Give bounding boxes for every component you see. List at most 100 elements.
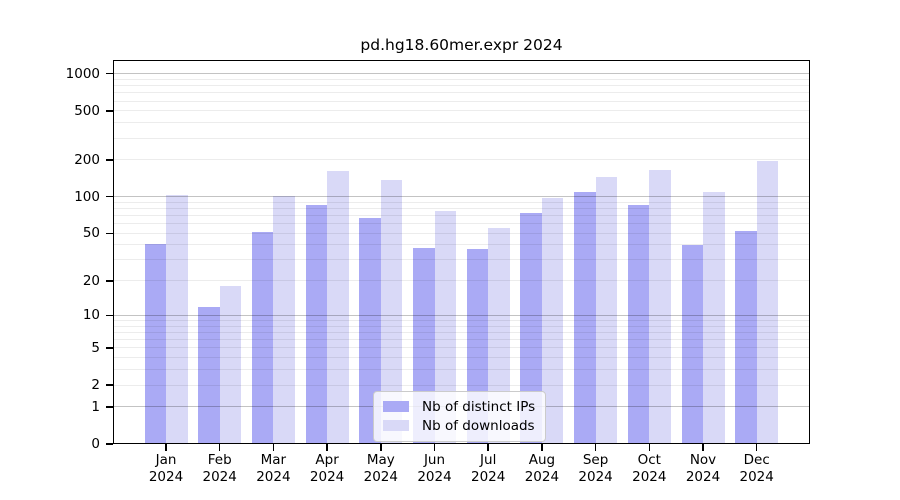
x-tick-label-month: Nov — [689, 452, 717, 468]
gridline-minor — [113, 92, 810, 94]
gridline-minor — [113, 85, 810, 87]
x-tick — [165, 444, 167, 451]
bar-downloads-jun — [434, 211, 456, 444]
x-tick — [218, 444, 221, 451]
x-tick-label-year: 2024 — [363, 468, 398, 485]
x-tick — [326, 444, 328, 451]
x-tick — [433, 444, 436, 451]
x-tick — [648, 444, 651, 451]
x-tick-label-year: 2024 — [417, 468, 452, 485]
bar-distinct-ips-feb — [198, 306, 220, 444]
legend-swatch-distinct-ips — [383, 401, 409, 412]
gridline-major — [113, 314, 810, 316]
x-tick-label-year: 2024 — [309, 468, 345, 485]
x-tick — [755, 444, 758, 451]
x-tick — [487, 444, 489, 451]
bar-distinct-ips-oct — [627, 204, 650, 444]
x-tick — [272, 444, 275, 451]
bar-downloads-mar — [273, 196, 295, 444]
x-tick-label: Apr 2024 — [299, 452, 355, 485]
x-tick-label-month: Oct — [637, 452, 661, 468]
bar-distinct-ips-apr — [305, 204, 328, 444]
gridline-minor — [113, 122, 810, 124]
x-tick-label: Feb 2024 — [192, 452, 248, 485]
bar-distinct-ips-nov — [681, 244, 703, 444]
y-tick-label: 1000 — [65, 65, 100, 82]
gridline-minor — [113, 320, 810, 322]
x-tick — [541, 444, 543, 451]
x-tick — [702, 444, 704, 451]
x-tick-label-month: Aug — [528, 452, 556, 468]
y-tick — [106, 159, 113, 161]
gridline-minor — [113, 159, 810, 161]
bar-downloads-aug — [541, 198, 564, 444]
y-tick-label: 2 — [91, 377, 100, 394]
bar-downloads-jul — [488, 228, 510, 444]
legend-item-distinct-ips: Nb of distinct IPs — [383, 397, 535, 416]
bar-downloads-dec — [756, 160, 779, 444]
x-tick — [380, 444, 382, 451]
y-tick-label: 50 — [82, 225, 100, 242]
y-tick-label: 5 — [91, 339, 100, 356]
x-tick-label-month: Jan — [155, 452, 177, 468]
gridline-minor — [113, 137, 810, 139]
x-tick-label: Sep 2024 — [568, 452, 624, 485]
gridline-major — [113, 196, 810, 198]
gridline-minor — [113, 259, 810, 261]
x-tick-label: May 2024 — [353, 452, 409, 485]
x-tick-label-year: 2024 — [578, 468, 613, 485]
x-tick-label-month: May — [366, 452, 395, 468]
chart-title: pd.hg18.60mer.expr 2024 — [360, 36, 563, 54]
gridline-minor — [113, 223, 810, 225]
gridline-minor — [113, 232, 810, 234]
legend: Nb of distinct IPs Nb of downloads — [373, 391, 547, 442]
legend-item-downloads: Nb of downloads — [383, 416, 535, 435]
y-tick-label: 200 — [74, 151, 100, 168]
x-tick-label: Jan 2024 — [138, 452, 194, 485]
legend-label-downloads: Nb of downloads — [422, 417, 535, 434]
x-tick-label: Jun 2024 — [407, 452, 463, 485]
gridline-minor — [113, 339, 810, 341]
gridline-minor — [113, 201, 810, 203]
legend-label-distinct-ips: Nb of distinct IPs — [422, 398, 536, 415]
gridline-minor — [113, 347, 810, 349]
x-tick — [594, 444, 597, 451]
gridline-minor — [113, 332, 810, 334]
bar-distinct-ips-sep — [574, 191, 596, 444]
y-tick — [106, 110, 113, 112]
x-tick-label-year: 2024 — [471, 468, 506, 485]
x-tick-label-year: 2024 — [256, 468, 291, 485]
gridline-minor — [113, 369, 810, 371]
y-tick-label: 1 — [91, 398, 100, 415]
bar-downloads-jan — [166, 195, 188, 444]
x-tick-label: Nov 2024 — [675, 452, 731, 485]
plot-area — [113, 60, 810, 444]
x-tick-label-month: Jul — [480, 452, 497, 468]
bar-downloads-sep — [595, 177, 618, 444]
y-tick-label: 0 — [91, 436, 100, 452]
gridline-minor — [113, 110, 810, 112]
bar-downloads-feb — [219, 286, 242, 444]
bar-distinct-ips-dec — [735, 231, 757, 444]
gridline-minor — [113, 215, 810, 217]
y-tick — [106, 195, 113, 198]
x-tick-label: Dec 2024 — [729, 452, 785, 485]
x-tick-label-month: Sep — [582, 452, 609, 468]
x-tick-label: Aug 2024 — [514, 452, 570, 485]
x-tick-label-year: 2024 — [202, 468, 237, 485]
y-tick — [106, 384, 113, 386]
gridline-minor — [113, 357, 810, 359]
x-tick-label: Mar 2024 — [245, 452, 301, 485]
y-tick-label: 10 — [82, 307, 100, 324]
bar-downloads-oct — [649, 170, 671, 444]
x-tick-label-year: 2024 — [685, 468, 721, 485]
y-tick — [106, 347, 113, 349]
y-tick — [106, 443, 113, 445]
bar-distinct-ips-jan — [144, 243, 166, 444]
x-tick-label-month: Mar — [260, 452, 287, 468]
y-tick — [106, 314, 113, 317]
x-tick-label-year: 2024 — [739, 468, 774, 485]
bar-downloads-apr — [327, 170, 349, 444]
gridline-minor — [113, 100, 810, 102]
